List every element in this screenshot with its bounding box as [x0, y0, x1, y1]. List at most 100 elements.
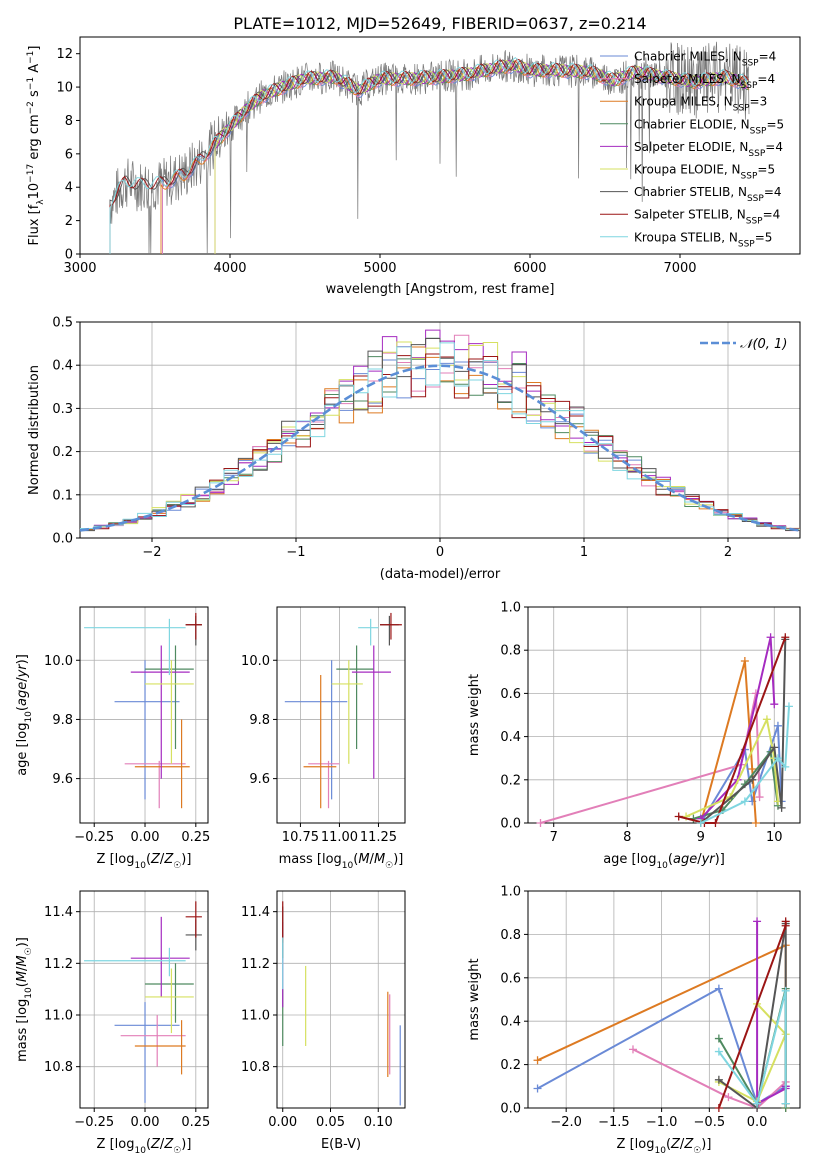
legend-label: Salpeter STELIB, NSSP=4 — [634, 208, 780, 227]
y-tick-label: 10.0 — [241, 654, 270, 669]
x-tick-label: 6000 — [513, 261, 546, 276]
mass-weight-marker — [755, 793, 764, 802]
y-tick-label: 9.6 — [52, 772, 73, 787]
y-tick-label: 1.0 — [500, 885, 521, 900]
mass-weight-marker — [770, 743, 779, 752]
y-axis-label: mass weight — [467, 958, 482, 1040]
legend-label: Salpeter MILES, NSSP=4 — [634, 72, 775, 91]
y-tick-label: 0.5 — [52, 316, 73, 331]
y-axis-label: Normed distribution — [27, 365, 42, 495]
axes-frame — [527, 890, 801, 1109]
mass-weight-marker — [777, 803, 786, 812]
y-tick-label: 11.0 — [44, 1009, 73, 1024]
x-tick-label: 1 — [580, 545, 588, 560]
mass-weight-marker — [781, 762, 790, 771]
mass-weight-line — [699, 660, 757, 824]
y-tick-label: 0.8 — [500, 928, 521, 943]
y-tick-label: 0.0 — [52, 532, 73, 547]
y-tick-label: 11.2 — [44, 957, 73, 972]
mass-weight-marker — [536, 819, 545, 827]
y-tick-label: 0 — [65, 248, 73, 263]
histogram-step-line — [80, 342, 800, 530]
x-axis-label: (data-model)/error — [380, 567, 501, 582]
spectrum-lines — [109, 41, 750, 254]
y-tick-label: 2 — [65, 214, 73, 229]
model-spectrum-line — [214, 59, 749, 254]
model-spectrum-line — [109, 58, 749, 254]
mass-vs-ebv-panel: 0.00 0.05 0.10 10.8 11.0 11.2 11.4 E(B-V) — [241, 890, 406, 1152]
x-tick-label: 0.25 — [181, 830, 210, 845]
y-tick-label: 0.3 — [52, 402, 73, 417]
legend-label: 𝒩(0, 1) — [740, 337, 787, 352]
mass-weight-marker — [714, 984, 723, 993]
y-axis-label: Flux [fλ10−17 erg cm−2 s−1 A−1] — [26, 46, 46, 246]
mass-weight-marker — [766, 633, 775, 642]
y-tick-label: 0.6 — [500, 971, 521, 986]
y-tick-label: 9.8 — [52, 713, 73, 728]
mass-weight-marker — [753, 917, 762, 926]
y-tick-label: 9.8 — [249, 713, 270, 728]
x-tick-label: 3000 — [63, 261, 96, 276]
mass-weight-line — [540, 693, 761, 824]
model-spectrum-line — [109, 57, 749, 254]
model-spectrum-line — [109, 59, 749, 254]
mass-weight-marker — [781, 1099, 790, 1108]
mass-weight-marker — [714, 1075, 723, 1084]
mass-weight-marker — [714, 1047, 723, 1056]
x-tick-label: 7 — [550, 830, 558, 845]
y-tick-label: 0.2 — [500, 1058, 521, 1073]
axes-frame — [276, 890, 406, 1109]
y-tick-label: 0.4 — [500, 730, 521, 745]
model-spectrum-line — [214, 59, 749, 254]
x-axis-label: Z [log10(Z/Z☉)] — [97, 852, 192, 871]
x-tick-label: 4000 — [213, 261, 246, 276]
y-tick-label: 0.0 — [500, 1102, 521, 1117]
mass-weight-marker — [781, 633, 790, 642]
y-tick-label: 11.0 — [241, 1009, 270, 1024]
figure-title: PLATE=1012, MJD=52649, FIBERID=0637, z=0… — [233, 14, 646, 33]
mass-weight-marker — [781, 917, 790, 926]
mass-vs-metallicity-panel: −0.25 0.00 0.25 10.8 11.0 11.2 11.4 Z [log10(Z/… — [15, 890, 210, 1156]
x-tick-label: −0.5 — [694, 1115, 726, 1130]
mass-weight-marker — [773, 721, 782, 730]
y-tick-label: 10 — [56, 81, 73, 96]
model-spectrum-line — [160, 60, 750, 254]
x-tick-label: −1 — [286, 545, 305, 560]
x-axis-label: Z [log10(Z/Z☉)] — [617, 1137, 712, 1156]
axes-frame — [527, 606, 801, 824]
x-tick-label: 5000 — [363, 261, 396, 276]
legend-label: Salpeter ELODIE, NSSP=4 — [634, 140, 783, 159]
y-tick-label: 0.4 — [52, 359, 73, 374]
legend-label: Kroupa STELIB, NSSP=5 — [634, 230, 772, 249]
axes-frame — [79, 36, 801, 255]
x-tick-label: 0.0 — [747, 1115, 768, 1130]
x-tick-label: −0.25 — [74, 1115, 114, 1130]
x-tick-label: 11.25 — [360, 830, 397, 845]
x-tick-label: −2 — [142, 545, 161, 560]
x-tick-label: −1.0 — [646, 1115, 678, 1130]
y-tick-label: 11.4 — [44, 905, 73, 920]
x-tick-label: 0.00 — [268, 1115, 297, 1130]
mass-weight-marker — [753, 1099, 762, 1108]
mass-weight-marker — [748, 775, 757, 784]
x-tick-label: 9 — [697, 830, 705, 845]
mass-weight-marker — [674, 812, 683, 821]
axes-frame — [276, 606, 406, 824]
x-tick-label: 0.25 — [181, 1115, 210, 1130]
mass-weight-marker — [711, 819, 720, 827]
mass-weight-marker — [781, 986, 790, 995]
x-tick-label: 0.05 — [316, 1115, 345, 1130]
x-tick-label: −1.5 — [598, 1115, 630, 1130]
mass-weight-marker — [762, 715, 771, 724]
mass-weight-marker — [628, 1045, 637, 1054]
y-tick-label: 0.0 — [500, 817, 521, 832]
x-axis-label: wavelength [Angstrom, rest frame] — [326, 282, 555, 297]
mass-weight-marker — [533, 1056, 542, 1065]
y-tick-label: 11.4 — [241, 905, 270, 920]
mass-weight-marker — [770, 700, 779, 709]
y-tick-label: 6 — [65, 147, 73, 162]
y-tick-label: 4 — [65, 181, 73, 196]
legend-label: Kroupa ELODIE, NSSP=5 — [634, 163, 775, 182]
mass-weight-marker — [724, 1093, 733, 1102]
mass-weight-marker — [714, 1104, 723, 1112]
